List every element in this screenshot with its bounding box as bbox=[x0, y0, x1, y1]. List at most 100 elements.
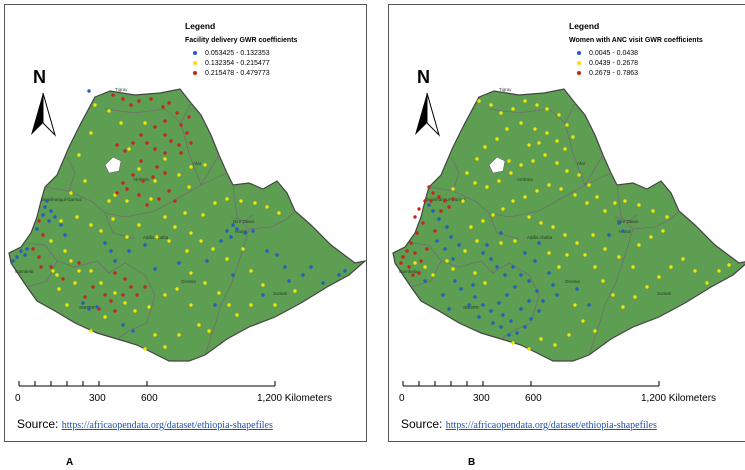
red-point bbox=[131, 141, 135, 145]
blue-point bbox=[621, 229, 625, 233]
yellow-point bbox=[631, 265, 635, 269]
yellow-point bbox=[227, 303, 231, 307]
source-prefix: Source: bbox=[17, 417, 59, 431]
yellow-point bbox=[137, 223, 141, 227]
red-point bbox=[141, 179, 145, 183]
scale-tick-0: 0 bbox=[399, 393, 405, 404]
region-border bbox=[104, 102, 192, 124]
yellow-point bbox=[545, 131, 549, 135]
red-point bbox=[113, 309, 117, 313]
region-label: Somali bbox=[273, 291, 287, 296]
region-border bbox=[180, 122, 220, 186]
yellow-point bbox=[645, 285, 649, 289]
legend-title: Legend bbox=[185, 21, 216, 31]
yellow-point bbox=[573, 303, 577, 307]
blue-point bbox=[127, 249, 131, 253]
yellow-point bbox=[149, 197, 153, 201]
red-point bbox=[429, 199, 433, 203]
region-border bbox=[230, 214, 254, 222]
yellow-point bbox=[225, 197, 229, 201]
red-point bbox=[113, 271, 117, 275]
yellow-point bbox=[483, 281, 487, 285]
yellow-point bbox=[491, 213, 495, 217]
red-point bbox=[145, 203, 149, 207]
legend-b: Legend Women with ANC visit GWR coeffici… bbox=[569, 21, 703, 78]
blue-point bbox=[503, 273, 507, 277]
yellow-point bbox=[55, 273, 59, 277]
red-point bbox=[37, 219, 41, 223]
yellow-point bbox=[203, 163, 207, 167]
yellow-point bbox=[473, 181, 477, 185]
red-point bbox=[145, 141, 149, 145]
region-border bbox=[488, 212, 520, 240]
yellow-point bbox=[567, 333, 571, 337]
yellow-point bbox=[189, 165, 193, 169]
region-label: Addis Ababa bbox=[527, 235, 553, 240]
blue-point bbox=[495, 265, 499, 269]
yellow-point bbox=[611, 293, 615, 297]
yellow-point bbox=[523, 195, 527, 199]
red-point bbox=[173, 199, 177, 203]
yellow-point bbox=[495, 137, 499, 141]
region-border bbox=[564, 122, 604, 186]
blue-point bbox=[87, 89, 91, 93]
blue-point bbox=[505, 293, 509, 297]
yellow-point bbox=[595, 195, 599, 199]
yellow-point bbox=[665, 215, 669, 219]
source-link[interactable]: https://africaopendata.org/dataset/ethio… bbox=[445, 420, 657, 431]
yellow-point bbox=[89, 131, 93, 135]
blue-point bbox=[537, 309, 541, 313]
yellow-point bbox=[203, 281, 207, 285]
red-point bbox=[115, 143, 119, 147]
blue-point bbox=[153, 267, 157, 271]
yellow-point bbox=[571, 135, 575, 139]
yellow-point bbox=[539, 221, 543, 225]
region-border bbox=[584, 172, 612, 186]
yellow-point bbox=[651, 209, 655, 213]
yellow-point bbox=[125, 235, 129, 239]
yellow-point bbox=[107, 109, 111, 113]
red-point bbox=[97, 307, 101, 311]
red-point bbox=[179, 151, 183, 155]
red-point bbox=[91, 285, 95, 289]
north-arrow-icon bbox=[415, 93, 427, 135]
yellow-point bbox=[623, 199, 627, 203]
blue-point bbox=[41, 213, 45, 217]
blue-point bbox=[541, 299, 545, 303]
yellow-point bbox=[185, 249, 189, 253]
source-link[interactable]: https://africaopendata.org/dataset/ethio… bbox=[61, 420, 273, 431]
yellow-point bbox=[501, 207, 505, 211]
blue-point bbox=[527, 299, 531, 303]
yellow-point bbox=[637, 203, 641, 207]
region-label: Dire Dawa bbox=[617, 219, 639, 224]
red-point bbox=[121, 181, 125, 185]
red-point bbox=[437, 195, 441, 199]
blue-point bbox=[617, 221, 621, 225]
blue-point bbox=[449, 235, 453, 239]
red-point bbox=[423, 199, 427, 203]
yellow-point bbox=[277, 211, 281, 215]
scale-tick-600: 600 bbox=[141, 393, 158, 404]
red-point bbox=[413, 251, 417, 255]
yellow-point bbox=[69, 259, 73, 263]
blue-point bbox=[497, 301, 501, 305]
blue-point bbox=[447, 307, 451, 311]
red-point bbox=[413, 215, 417, 219]
blue-point bbox=[229, 235, 233, 239]
scale-tick-600: 600 bbox=[525, 393, 542, 404]
blue-point bbox=[219, 239, 223, 243]
red-point bbox=[61, 277, 65, 281]
red-point bbox=[111, 93, 115, 97]
red-point bbox=[135, 293, 139, 297]
legend-item-high: 0.215478 - 0.479773 bbox=[185, 68, 297, 78]
yellow-point bbox=[57, 287, 61, 291]
yellow-point bbox=[143, 121, 147, 125]
blue-point bbox=[489, 309, 493, 313]
yellow-point bbox=[511, 341, 515, 345]
blue-point bbox=[235, 227, 239, 231]
scale-tick-300: 300 bbox=[89, 393, 106, 404]
yellow-point bbox=[477, 99, 481, 103]
